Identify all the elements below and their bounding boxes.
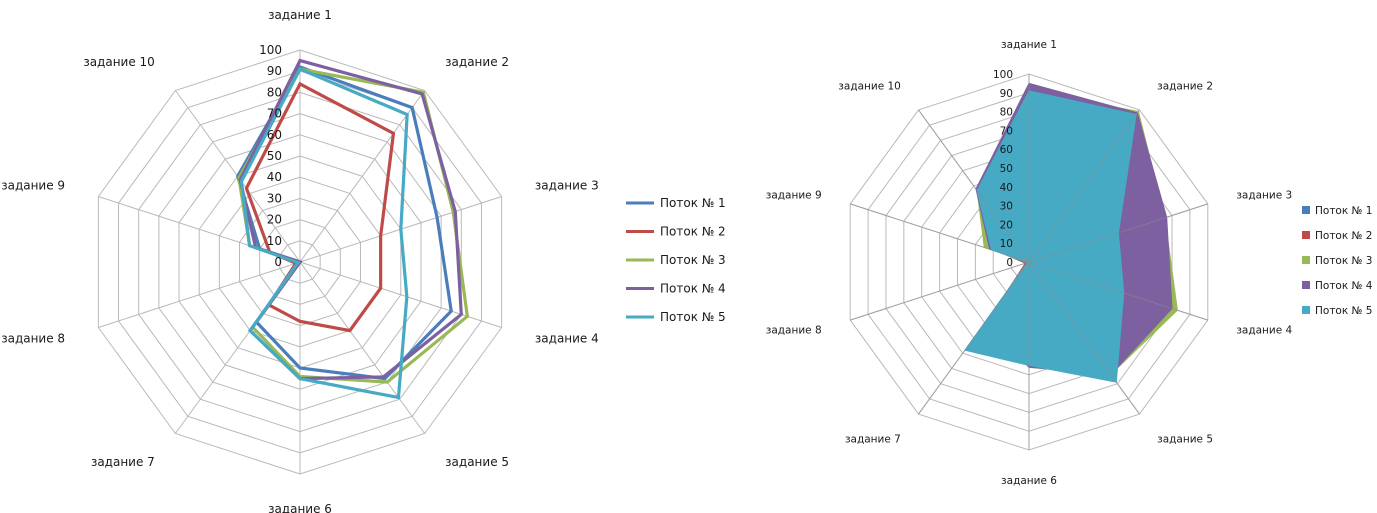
category-label: задание 7 [91,455,155,469]
legend-item: Поток № 2 [1302,230,1372,242]
tick-label: 40 [1000,182,1013,194]
legend-item: Поток № 5 [626,310,726,324]
legend-label: Поток № 3 [660,253,726,267]
legend-marker [1302,256,1310,264]
category-label: задание 10 [83,55,155,69]
category-label: задание 5 [1157,433,1213,445]
series-group [850,74,1208,450]
tick-label: 50 [1000,163,1013,175]
category-label: задание 2 [445,55,509,69]
grid-spoke-overlay [918,261,1030,415]
legend: Поток № 1 Поток № 2 Поток № 3 Поток № 4 Пото… [1302,205,1373,317]
category-label: задание 3 [1236,190,1292,202]
legend-item: Поток № 1 [1302,205,1372,217]
legend-item: Поток № 3 [626,253,726,267]
tick-labels: 0 10 20 30 40 50 60 70 80 90 100 [993,69,1013,269]
series-line-1 [235,64,453,381]
legend-marker [626,230,654,233]
legend-label: Поток № 3 [1315,255,1372,267]
category-label: задание 3 [535,179,599,193]
grid-spoke-overlay [850,261,1030,321]
legend-marker [626,287,654,290]
tick-label: 80 [1000,107,1013,119]
tick-label: 100 [259,43,282,57]
category-label: задание 4 [535,331,599,345]
legend-marker [626,315,654,319]
tick-label: 50 [267,149,282,163]
category-label: задание 9 [766,190,822,202]
category-labels: задание 1 задание 2 задание 3 задание 4 зада… [766,39,1293,487]
tick-label: 10 [1000,238,1013,250]
category-label: задание 9 [1,179,65,193]
category-label: задание 10 [838,81,901,93]
legend: Поток № 1 Поток № 2 Поток № 3 Поток № 4 Пото… [626,196,726,324]
legend-item: Поток № 4 [626,282,726,296]
tick-label: 90 [1000,88,1013,100]
grid-spoke [98,261,301,328]
tick-label: 60 [267,128,282,142]
category-label: задание 6 [268,502,332,513]
tick-label: 40 [267,170,282,184]
tick-label: 10 [267,234,282,248]
category-label: задание 1 [268,8,332,22]
legend-item: Поток № 4 [1302,280,1373,292]
legend-item: Поток № 5 [1302,305,1372,317]
legend-marker [1302,206,1310,214]
series-area-5 [964,90,1137,383]
radar-chart-2: 0 10 20 30 40 50 60 70 80 90 100 задание 1 задание 2… [766,39,1373,487]
tick-label: 70 [1000,125,1013,137]
tick-label: 20 [267,213,282,227]
legend-marker [1302,231,1310,239]
tick-label: 30 [267,191,282,205]
grid-spoke [299,90,426,263]
tick-label: 70 [267,107,282,121]
category-label: задание 8 [1,331,65,345]
series-group [235,58,470,400]
legend-label: Поток № 1 [660,196,726,210]
legend-item: Поток № 3 [1302,255,1372,267]
legend-item: Поток № 1 [626,196,726,210]
grid-spoke [299,261,426,434]
series-line-2 [244,81,396,333]
series-line-5 [239,67,409,400]
tick-label: 60 [1000,144,1013,156]
grid-spoke-overlay [1028,261,1208,321]
legend-marker [1302,281,1310,289]
category-label: задание 1 [1001,39,1057,51]
grid-spoke-overlay [850,203,1030,263]
legend-marker [626,258,654,262]
category-label: задание 4 [1236,324,1292,336]
grid-spoke-overlay [918,109,1030,263]
legend-label: Поток № 2 [660,225,726,239]
legend-label: Поток № 4 [660,282,726,296]
category-labels: задание 1 задание 2 задание 3 задание 4 зада… [1,8,599,513]
legend-label: Поток № 4 [1315,280,1373,292]
legend-item: Поток № 2 [626,225,726,239]
legend-label: Поток № 2 [1315,230,1372,242]
category-label: задание 5 [445,455,509,469]
category-label: задание 7 [845,433,901,445]
tick-label: 0 [1006,257,1013,269]
category-label: задание 2 [1157,81,1213,93]
tick-label: 0 [274,255,282,269]
legend-label: Поток № 5 [1315,305,1372,317]
tick-labels: 0 10 20 30 40 50 60 70 80 90 100 [259,43,282,269]
radar-chart-1: 0 10 20 30 40 50 60 70 80 90 100 задание 1 задание 2… [1,8,725,513]
tick-label: 30 [1000,201,1013,213]
legend-marker [626,201,654,205]
tick-label: 100 [993,69,1013,81]
tick-label: 20 [1000,219,1013,231]
legend-label: Поток № 5 [660,310,726,324]
grid-spoke-overlay [1028,261,1140,415]
legend-label: Поток № 1 [1315,205,1372,217]
legend-marker [1302,306,1310,314]
grid-spoke-overlay [1028,109,1140,263]
grid-spoke-overlay [1028,203,1208,263]
tick-label: 90 [267,64,282,78]
tick-label: 80 [267,85,282,99]
category-label: задание 6 [1001,475,1057,487]
category-label: задание 8 [766,324,822,336]
